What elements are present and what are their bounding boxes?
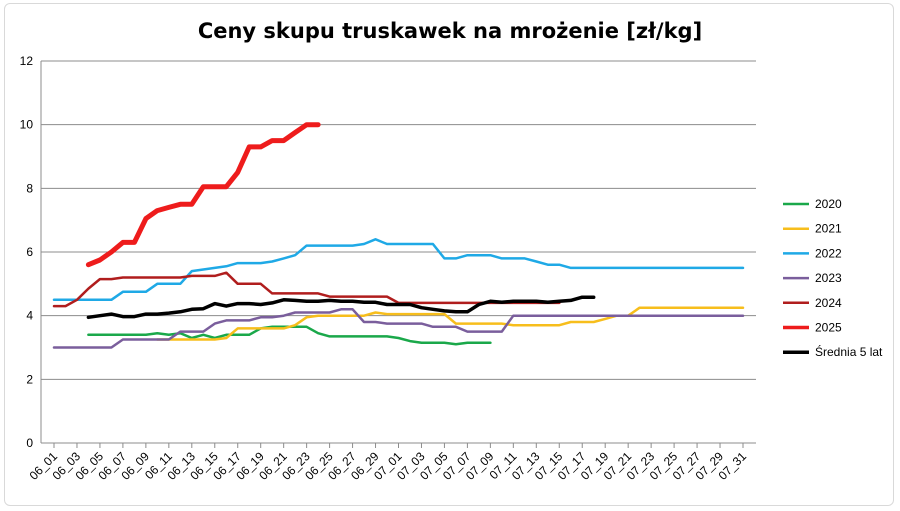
- series-line-2020: [87, 325, 492, 346]
- chart-title: Ceny skupu truskawek na mrożenie [zł/kg]: [198, 19, 702, 43]
- legend-label: 2025: [815, 321, 842, 335]
- gridlines: [41, 60, 756, 380]
- series-lines: [52, 122, 745, 349]
- legend-label: Średnia 5 lat: [815, 344, 883, 359]
- series-line-2022: [52, 238, 745, 302]
- series-line-2023: [52, 308, 745, 349]
- legend-label: 2023: [815, 271, 842, 285]
- legend-label: 2020: [815, 197, 842, 211]
- y-tick-label: 0: [26, 436, 33, 450]
- y-axis: 0 2 4 6 8 10 12: [20, 54, 42, 450]
- chart-frame: [4, 3, 894, 506]
- series-line-średnia-5-lat: [86, 295, 596, 320]
- legend-label: 2021: [815, 222, 842, 236]
- y-tick-label: 12: [20, 54, 34, 68]
- y-tick-label: 8: [26, 181, 33, 195]
- legend: 2020 2021 2022 2023 2024 2025 Średnia 5 lat: [783, 197, 883, 359]
- y-tick-label: 4: [26, 309, 33, 323]
- x-axis: 06_0106_0306_0506_0706_0906_1106_1306_15…: [27, 442, 756, 483]
- series-line-2024: [52, 271, 561, 308]
- legend-label: 2024: [815, 296, 842, 310]
- y-tick-label: 10: [20, 118, 34, 132]
- series-line-2025: [85, 122, 321, 268]
- legend-label: 2022: [815, 246, 842, 260]
- y-tick-label: 2: [26, 372, 33, 386]
- series-line-2021: [156, 306, 745, 341]
- y-tick-label: 6: [26, 245, 33, 259]
